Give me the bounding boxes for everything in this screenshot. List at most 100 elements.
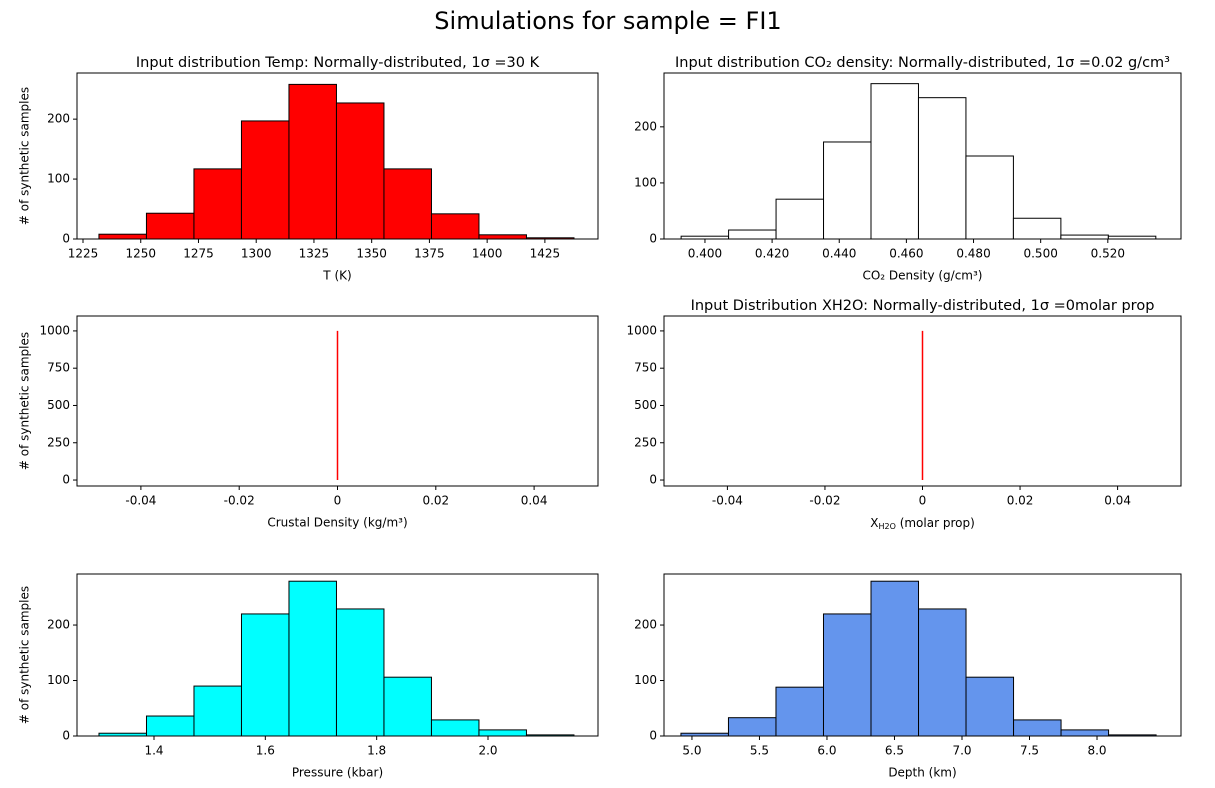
x-tick-label: 1300 — [241, 247, 272, 261]
x-tick-label: 5.5 — [750, 744, 769, 758]
subplot-title: Input distribution CO₂ density: Normally… — [675, 55, 1170, 71]
x-tick-label: 1350 — [356, 247, 387, 261]
y-tick-label: 200 — [47, 618, 70, 632]
y-tick-label: 100 — [47, 673, 70, 687]
histogram-bar — [870, 83, 919, 240]
axes-frame — [76, 72, 599, 240]
histogram-bar — [823, 141, 872, 240]
histogram-bar — [240, 613, 290, 737]
y-tick-label: 500 — [634, 398, 657, 412]
histogram-bar — [775, 686, 824, 737]
x-tick-label: 1325 — [299, 247, 330, 261]
x-tick-label: 0.02 — [1007, 494, 1034, 508]
y-axis-label: # of synthetic samples — [18, 332, 32, 470]
y-tick-label: 0 — [649, 473, 657, 487]
x-tick-label: 0.460 — [889, 247, 923, 261]
y-tick-label: 0 — [649, 729, 657, 743]
x-tick-label: 7.0 — [952, 744, 971, 758]
y-tick-label: 0 — [62, 473, 70, 487]
y-tick-label: 100 — [47, 172, 70, 186]
subplot: Input Distribution XH2O: Normally-distri… — [626, 298, 1182, 531]
histogram-bar — [98, 233, 147, 240]
x-axis-label: Pressure (kbar) — [292, 766, 383, 780]
subplot: Input distribution CO₂ density: Normally… — [634, 55, 1182, 283]
histogram-bar — [775, 198, 825, 240]
x-tick-label: 5.0 — [682, 744, 701, 758]
x-tick-label: 1225 — [68, 247, 99, 261]
x-tick-label: 0.440 — [822, 247, 856, 261]
y-tick-label: 0 — [649, 232, 657, 246]
x-tick-label: 7.5 — [1020, 744, 1039, 758]
histogram-bar — [430, 213, 480, 240]
histogram-bar — [870, 580, 920, 737]
y-tick-label: 200 — [634, 119, 657, 133]
axes-frame — [76, 573, 599, 737]
histogram-bar — [1012, 217, 1062, 240]
y-axis-label: # of synthetic samples — [18, 586, 32, 724]
x-tick-label: 1.8 — [367, 744, 386, 758]
subplot: 5.0 5.5 6.0 6.5 7.0 7.5 8.0 0 100 200 Depth (km) — [634, 573, 1182, 780]
figure-title: Simulations for sample = FI1 — [434, 7, 781, 35]
x-tick-label: -0.04 — [125, 494, 156, 508]
x-tick-label: 6.5 — [885, 744, 904, 758]
y-tick-label: 250 — [47, 435, 70, 449]
x-tick-label: 0.520 — [1091, 247, 1125, 261]
x-tick-label: -0.02 — [224, 494, 255, 508]
x-axis-label: CO₂ Density (g/cm³) — [862, 269, 982, 283]
histogram-bar — [918, 608, 967, 737]
y-tick-label: 1000 — [626, 323, 657, 337]
y-tick-label: 200 — [634, 618, 657, 632]
x-tick-label: 8.0 — [1087, 744, 1106, 758]
y-tick-label: 200 — [47, 112, 70, 126]
histogram-bar — [335, 608, 385, 737]
y-tick-label: 100 — [634, 673, 657, 687]
subplot: -0.04 -0.02 0 0.02 0.04 0 250 500 750 1000 Crustal… — [18, 315, 599, 530]
x-axis-label: T (K) — [322, 269, 351, 283]
x-tick-label: 1250 — [125, 247, 156, 261]
histogram-bar — [288, 83, 337, 240]
y-tick-label: 1000 — [39, 323, 70, 337]
x-tick-label: 1.4 — [144, 744, 163, 758]
x-axis-label-sub: H2O — [878, 522, 895, 531]
x-tick-label: 0.02 — [422, 494, 449, 508]
y-tick-label: 750 — [634, 361, 657, 375]
histogram-bar — [1060, 234, 1109, 240]
histogram-bar — [145, 212, 195, 240]
histogram-bar — [240, 120, 290, 240]
y-tick-label: 750 — [47, 361, 70, 375]
x-tick-label: -0.02 — [809, 494, 840, 508]
x-tick-label: 0.04 — [1104, 494, 1131, 508]
histogram-bar — [383, 676, 432, 737]
histogram-bar — [917, 97, 967, 240]
subplot-title: Input Distribution XH2O: Normally-distri… — [691, 298, 1155, 314]
x-tick-label: 1.6 — [256, 744, 275, 758]
histogram-bar — [193, 168, 242, 240]
subplot-title: Input distribution Temp: Normally-distri… — [136, 55, 540, 71]
histogram-bar — [478, 234, 527, 240]
x-tick-label: 0.420 — [755, 247, 789, 261]
x-tick-label: 0 — [919, 494, 927, 508]
x-tick-label: 1400 — [472, 247, 503, 261]
histogram-bar — [1060, 729, 1110, 737]
histogram-bar — [822, 613, 872, 737]
histogram-bar — [478, 729, 527, 737]
x-tick-label: -0.04 — [712, 494, 743, 508]
x-tick-label: 0 — [334, 494, 342, 508]
x-tick-label: 1275 — [183, 247, 214, 261]
x-tick-label: 1425 — [530, 247, 561, 261]
histogram-bar — [383, 168, 432, 240]
x-tick-label: 2.0 — [478, 744, 497, 758]
x-axis-label: XH2O (molar prop) — [870, 516, 975, 531]
y-tick-label: 100 — [634, 175, 657, 189]
x-axis-label-part: X — [870, 516, 878, 530]
histogram-bar — [335, 102, 385, 240]
y-tick-label: 250 — [634, 435, 657, 449]
histogram-bar — [728, 229, 777, 240]
x-tick-label: 0.400 — [688, 247, 722, 261]
y-tick-label: 0 — [62, 729, 70, 743]
histogram-bar — [145, 715, 195, 737]
y-axis-label: # of synthetic samples — [18, 87, 32, 225]
subplot: Input distribution Temp: Normally-distri… — [18, 55, 599, 283]
x-axis-label: Crustal Density (kg/m³) — [267, 516, 407, 530]
